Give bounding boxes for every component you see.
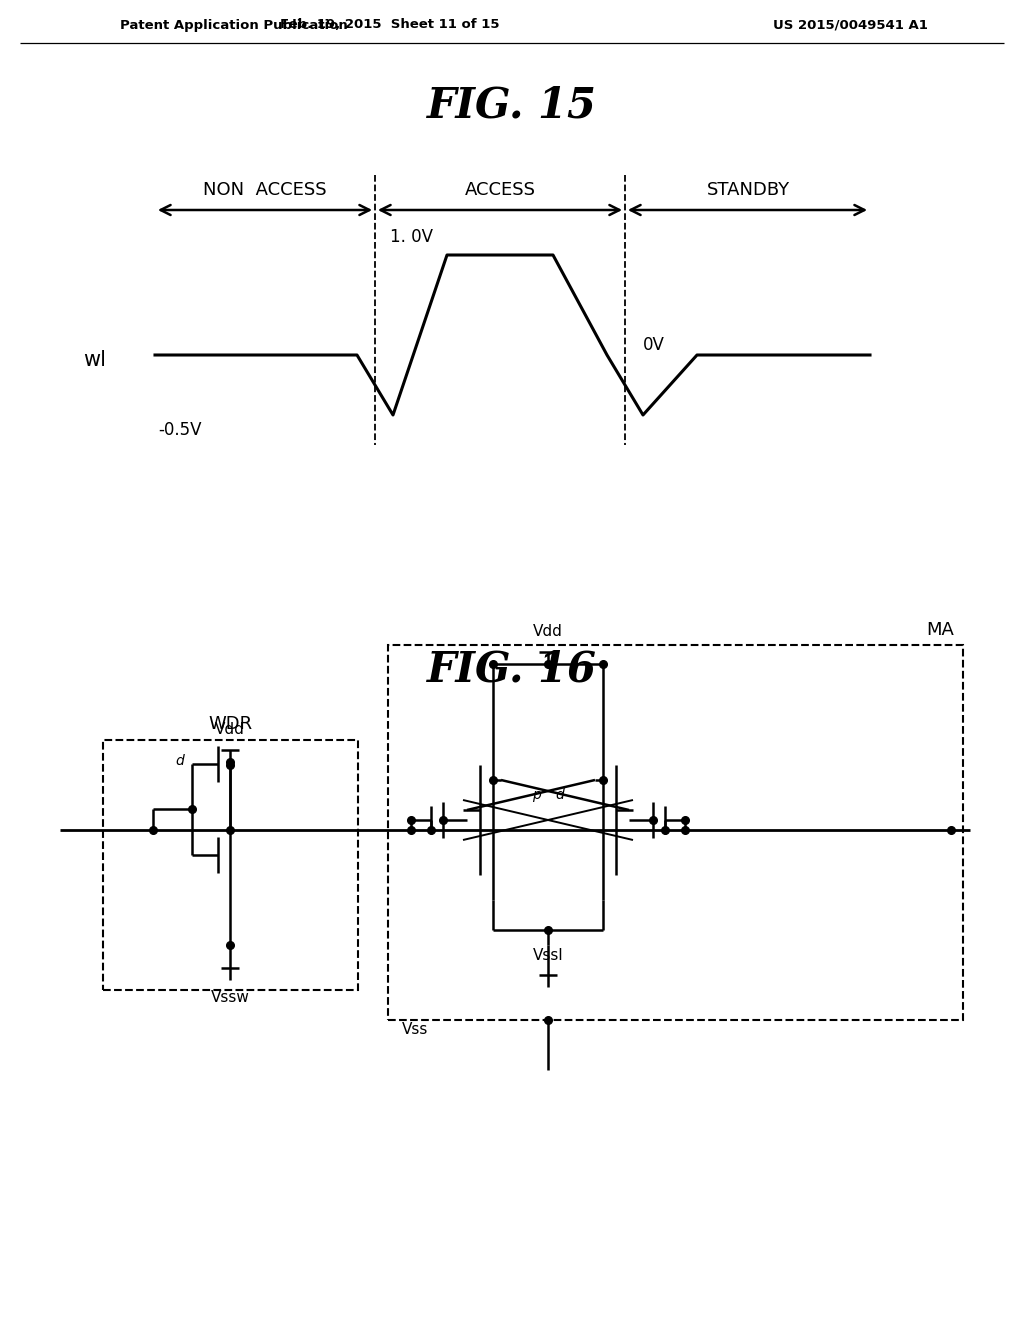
- Text: Vssw: Vssw: [211, 990, 250, 1006]
- Text: Vssl: Vssl: [532, 948, 563, 962]
- Bar: [388, 645, 963, 1020]
- Text: Vdd: Vdd: [534, 624, 563, 639]
- Text: MA: MA: [926, 620, 954, 639]
- Text: d: d: [176, 754, 184, 768]
- Text: Patent Application Publication: Patent Application Publication: [120, 18, 348, 32]
- Text: US 2015/0049541 A1: US 2015/0049541 A1: [772, 18, 928, 32]
- Text: 1. 0V: 1. 0V: [390, 228, 433, 246]
- Bar: [103, 741, 358, 990]
- Text: WDR: WDR: [208, 715, 252, 733]
- Text: -0.5V: -0.5V: [158, 421, 202, 440]
- Text: STANDBY: STANDBY: [707, 181, 790, 199]
- Text: FIG. 15: FIG. 15: [427, 84, 597, 125]
- Text: ACCESS: ACCESS: [465, 181, 536, 199]
- Text: wl: wl: [84, 350, 106, 370]
- Text: 0V: 0V: [643, 337, 665, 354]
- Text: d: d: [556, 788, 564, 803]
- Text: NON  ACCESS: NON ACCESS: [203, 181, 327, 199]
- Text: Feb. 19, 2015  Sheet 11 of 15: Feb. 19, 2015 Sheet 11 of 15: [281, 18, 500, 32]
- Text: Vss: Vss: [401, 1023, 428, 1038]
- Text: Vdd: Vdd: [215, 722, 245, 738]
- Text: FIG. 16: FIG. 16: [427, 649, 597, 690]
- Text: p: p: [531, 788, 541, 803]
